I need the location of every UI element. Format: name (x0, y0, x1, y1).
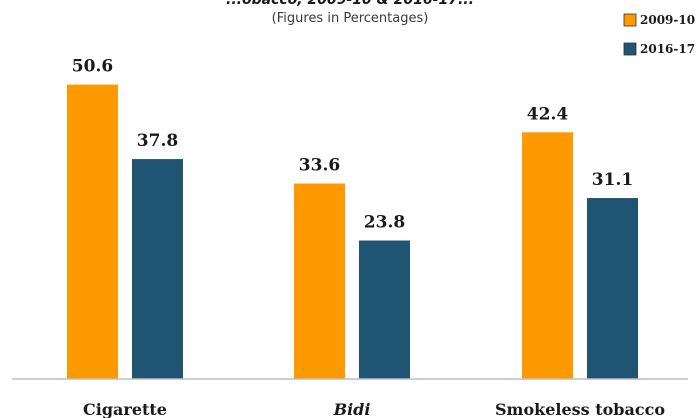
category-label-smokeless-tobacco: Smokeless tobacco (495, 400, 665, 418)
value-label-cigarette-2009-10: 50.6 (72, 57, 113, 77)
legend-swatch-2016-17 (623, 42, 637, 56)
bar-smokeless-tobacco-2009-10 (522, 132, 573, 379)
legend-swatch-2009-10 (623, 13, 637, 27)
chart-subtitle: (Figures in Percentages) (272, 11, 429, 26)
category-label-bidi: Bidi (333, 400, 371, 418)
bar-bidi-2016-17 (359, 240, 410, 379)
value-label-smokeless-tobacco-2009-10: 42.4 (527, 104, 569, 124)
legend-label-2016-17: 2016-17 (640, 42, 695, 56)
chart-title: ...obacco, 2009-10 & 2016-17... (226, 0, 474, 8)
bar-smokeless-tobacco-2016-17 (587, 198, 638, 379)
bar-bidi-2009-10 (294, 183, 345, 379)
legend: 2009-10 2016-17 (623, 13, 695, 56)
value-label-bidi-2016-17: 23.8 (364, 213, 405, 233)
bars-group (67, 84, 638, 379)
value-label-smokeless-tobacco-2016-17: 31.1 (592, 170, 633, 190)
legend-label-2009-10: 2009-10 (640, 13, 695, 27)
value-label-bidi-2009-10: 33.6 (299, 156, 340, 176)
bar-cigarette-2009-10 (67, 84, 118, 379)
value-labels-group: 50.6 37.8 33.6 23.8 42.4 31.1 (72, 57, 633, 233)
bar-cigarette-2016-17 (132, 159, 183, 379)
value-label-cigarette-2016-17: 37.8 (137, 131, 178, 151)
category-label-cigarette: Cigarette (83, 400, 167, 418)
